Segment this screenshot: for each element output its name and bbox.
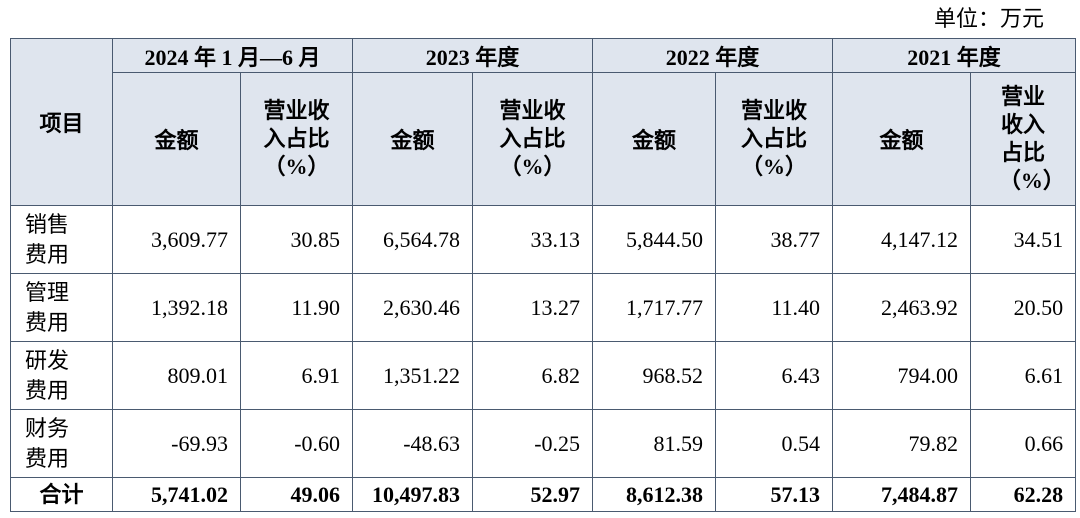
cell: -0.25 [472,409,594,478]
cell: 6.43 [715,341,834,410]
unit-note: 单位：万元 [933,6,1044,31]
cell: 809.01 [112,341,241,410]
period-header: 2023 年度 [352,38,594,73]
cell: 0.54 [715,409,834,478]
sub-header: 金额 [832,72,972,206]
cell: -0.60 [239,409,354,478]
table-row: 财务费用 -69.93 -0.60 -48.63 -0.25 81.59 0.54 79.82… [10,409,1077,478]
cell: 20.50 [970,273,1077,342]
row-label-cell: 销售费用 [10,205,113,274]
cell: 52.97 [472,477,594,512]
cell: 11.40 [715,273,834,342]
sub-header: 营业收入占比（%） [499,98,566,179]
cell: 5,741.02 [112,477,241,512]
cell: 10,497.83 [352,477,474,512]
cell: 49.06 [239,477,354,512]
row-label: 合计 [39,481,84,507]
row-label-cell: 管理费用 [10,273,113,342]
cell: 30.85 [239,205,354,274]
table-row: 合计 5,741.02 49.06 10,497.83 52.97 8,612.38 57.… [10,477,1077,512]
cell: 8,612.38 [592,477,717,512]
row-label: 管理费用 [25,279,70,335]
cell: 62.28 [970,477,1077,512]
cell: -69.93 [112,409,241,478]
cell: 3,609.77 [112,205,241,274]
cell: 794.00 [832,341,972,410]
cell: 2,630.46 [352,273,474,342]
cell: 38.77 [715,205,834,274]
sub-header: 金额 [112,72,241,206]
cell: 13.27 [472,273,594,342]
period-header: 2024 年 1 月—6 月 [111,38,354,73]
expense-table: 项目 2024 年 1 月—6 月 2023 年度 2022 年度 2021 年度 金额… [10,38,1077,512]
cell: 33.13 [472,205,594,274]
cell: 4,147.12 [832,205,972,274]
row-label-cell: 合计 [10,477,113,512]
sub-header: 营业收入占比（%） [263,98,330,179]
table-row: 管理费用 1,392.18 11.90 2,630.46 13.27 1,717.77 11… [10,273,1077,342]
cell: 1,392.18 [112,273,241,342]
cell: 81.59 [592,409,717,478]
cell: 34.51 [970,205,1077,274]
sub-header: 金额 [592,72,717,206]
table-row: 研发费用 809.01 6.91 1,351.22 6.82 968.52 6.43 794.… [10,341,1077,410]
cell: 968.52 [592,341,717,410]
cell: -48.63 [352,409,474,478]
table-row: 销售费用 3,609.77 30.85 6,564.78 33.13 5,844.50 38… [10,205,1077,274]
period-header: 2022 年度 [592,38,834,73]
sub-header: 营业收入占比（%） [998,84,1065,193]
row-label-cell: 财务费用 [10,409,113,478]
cell: 1,717.77 [592,273,717,342]
sub-header: 金额 [352,72,474,206]
cell: 79.82 [832,409,972,478]
sub-header-cell: 营业收入占比（%） [472,72,594,206]
cell: 6.61 [970,341,1077,410]
cell: 1,351.22 [352,341,474,410]
sub-header-cell: 营业收入占比（%） [715,72,834,206]
row-label-cell: 研发费用 [10,341,113,410]
sub-header: 营业收入占比（%） [741,98,808,179]
corner-header: 项目 [10,38,113,206]
cell: 6.91 [239,341,354,410]
row-label: 研发费用 [25,347,70,403]
cell: 11.90 [239,273,354,342]
cell: 0.66 [970,409,1077,478]
row-label: 财务费用 [25,415,70,471]
sub-header-cell: 营业收入占比（%） [239,72,354,206]
cell: 2,463.92 [832,273,972,342]
row-label: 销售费用 [25,211,70,267]
cell: 5,844.50 [592,205,717,274]
cell: 6.82 [472,341,594,410]
cell: 6,564.78 [352,205,474,274]
cell: 57.13 [715,477,834,512]
period-header: 2021 年度 [832,38,1077,73]
sub-header-cell: 营业收入占比（%） [970,72,1077,206]
cell: 7,484.87 [832,477,972,512]
